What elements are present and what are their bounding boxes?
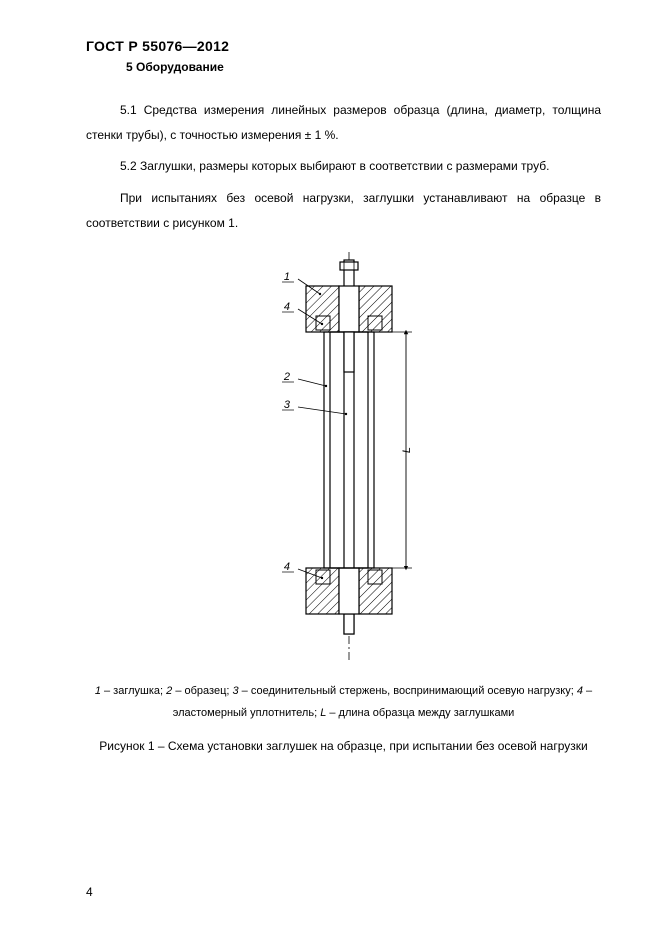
svg-text:2: 2 [282,371,289,383]
legend-text-3: – соединительный стержень, воспринимающи… [239,685,577,697]
document-number: ГОСТ Р 55076—2012 [86,38,601,54]
figure-1: L 1 4 2 3 4 [86,246,601,666]
svg-text:4: 4 [283,561,289,573]
paragraph-5-3: При испытаниях без осевой нагрузки, загл… [86,186,601,236]
section-title: 5 Оборудование [126,60,601,74]
figure-1-legend: 1 – заглушка; 2 – образец; 3 – соедините… [86,680,601,724]
svg-text:4: 4 [283,301,289,313]
paragraph-5-1: 5.1 Средства измерения линейных размеров… [86,98,601,148]
figure-1-caption: Рисунок 1 – Схема установки заглушек на … [86,734,601,759]
page-number: 4 [86,885,93,899]
figure-1-diagram: L 1 4 2 3 4 [244,246,444,666]
legend-text-l: – длина образца между заглушками [326,707,514,719]
legend-text-2: – образец; [172,685,232,697]
svg-text:1: 1 [283,271,289,283]
svg-text:L: L [401,447,413,453]
page: ГОСТ Р 55076—2012 5 Оборудование 5.1 Сре… [0,0,661,935]
svg-text:3: 3 [283,399,290,411]
paragraph-5-2: 5.2 Заглушки, размеры которых выбирают в… [86,154,601,179]
legend-text-1: – заглушка; [101,685,166,697]
